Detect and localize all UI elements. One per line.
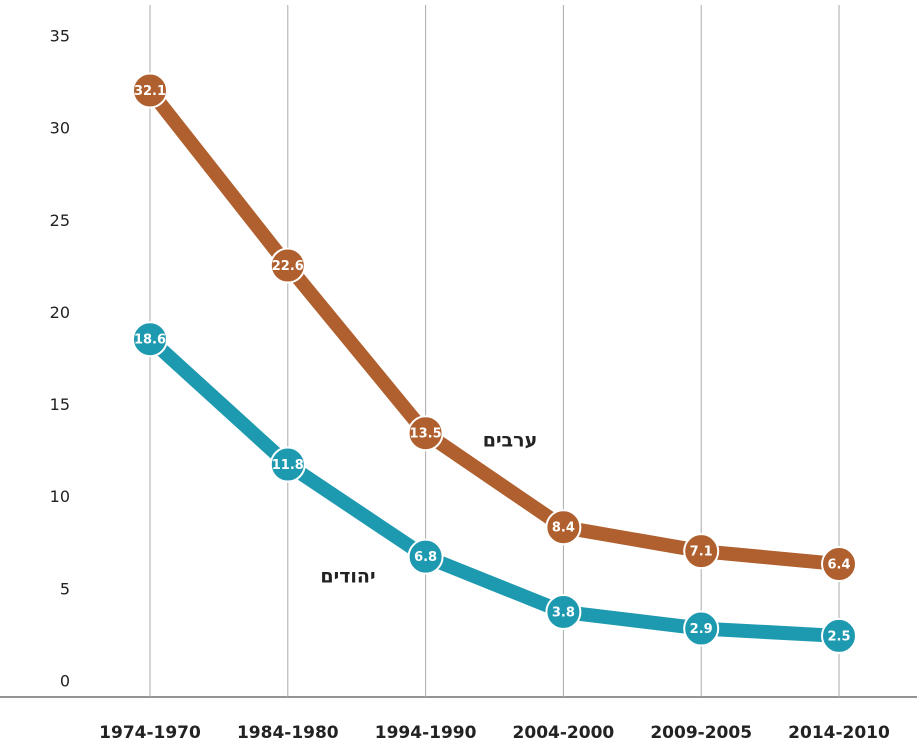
- x-tick-label: 2009-2005: [650, 723, 752, 743]
- y-tick-label: 0: [60, 672, 70, 691]
- point: [269, 446, 306, 483]
- x-tick-label: 1984-1980: [237, 723, 339, 743]
- x-tick-label: 1994-1990: [375, 723, 477, 743]
- series-label: ערבים: [483, 430, 538, 452]
- series-label: יהודים: [320, 566, 375, 588]
- y-tick-label: 35: [50, 27, 70, 46]
- y-tick-label: 30: [50, 119, 70, 138]
- x-tick-label: 2004-2000: [513, 723, 615, 743]
- grid: [149, 5, 840, 697]
- y-tick-label: 15: [50, 395, 70, 414]
- series-line: [144, 86, 840, 572]
- point: [683, 610, 720, 647]
- y-tick-label: 5: [60, 579, 70, 598]
- value-label: 22.6: [272, 259, 304, 274]
- point: [132, 72, 168, 109]
- point: [545, 593, 582, 630]
- value-label: 32.1: [134, 84, 166, 99]
- value-label: 18.6: [134, 333, 166, 348]
- y-tick-label: 20: [50, 303, 70, 322]
- value-label: 13.5: [410, 427, 442, 442]
- point: [683, 533, 720, 570]
- point: [407, 538, 444, 575]
- x-tick-label: 1974-1970: [99, 723, 201, 743]
- point: [821, 617, 857, 654]
- value-label: 6.8: [414, 550, 437, 565]
- point: [269, 247, 306, 284]
- point: [821, 546, 857, 583]
- y-tick-label: 25: [50, 211, 70, 230]
- value-label: 11.8: [272, 458, 304, 473]
- y-tick-label: 10: [50, 487, 70, 506]
- value-label: 6.4: [827, 558, 850, 573]
- x-tick-label: 2014-2010: [788, 723, 890, 743]
- point: [407, 415, 444, 452]
- value-label: 3.8: [552, 605, 575, 620]
- value-label: 2.9: [690, 622, 713, 637]
- point: [545, 509, 582, 546]
- value-label: 8.4: [552, 521, 575, 536]
- series-line: [145, 334, 840, 643]
- point: [132, 321, 168, 358]
- value-label: 2.5: [827, 629, 850, 644]
- value-label: 7.1: [690, 545, 713, 560]
